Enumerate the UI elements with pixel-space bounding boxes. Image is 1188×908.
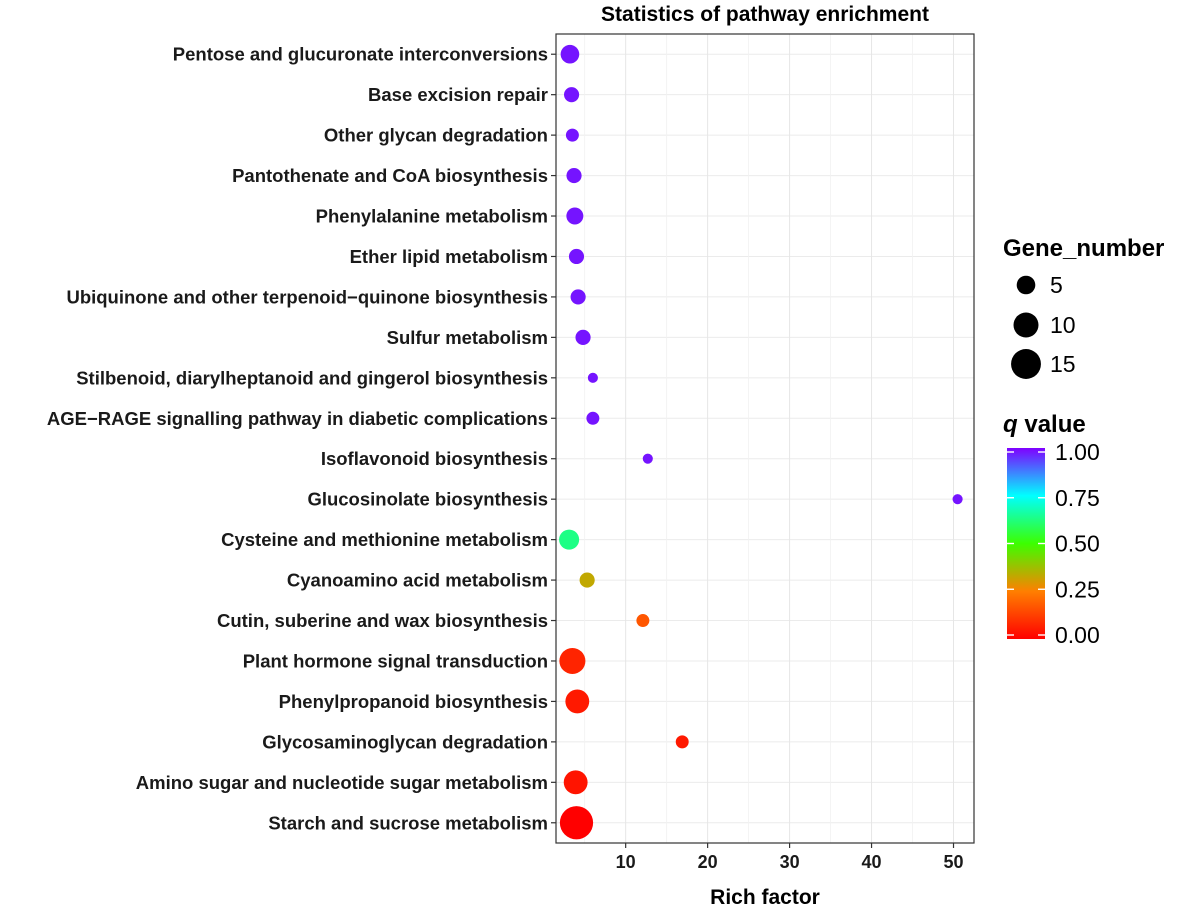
data-point: [575, 329, 591, 345]
pathway-label: Cutin, suberine and wax biosynthesis: [217, 610, 548, 631]
q-value-legend: q value 1.00 0.75 0.50 0.25 0.00: [1003, 411, 1100, 648]
q-value-legend-title-rest: value: [1018, 411, 1086, 438]
y-axis-labels: Pentose and glucuronate interconversions…: [47, 44, 548, 834]
data-point: [563, 770, 588, 795]
data-point: [675, 735, 689, 749]
data-point: [642, 453, 653, 464]
q-value-legend-title: q value: [1003, 411, 1086, 438]
x-tick-label: 10: [616, 852, 636, 872]
pathway-label: Glucosinolate biosynthesis: [307, 489, 548, 510]
pathway-label: AGE−RAGE signalling pathway in diabetic …: [47, 408, 548, 429]
q-value-legend-label: 0.25: [1055, 576, 1100, 602]
gene-number-legend-key: [1011, 349, 1041, 379]
data-point: [566, 207, 584, 225]
q-value-legend-title-q: q: [1003, 411, 1018, 438]
grid-lines: [556, 34, 974, 843]
data-point: [565, 689, 590, 714]
pathway-label: Stilbenoid, diarylheptanoid and gingerol…: [76, 367, 548, 388]
q-value-legend-label: 1.00: [1055, 439, 1100, 465]
gene-number-legend-label: 5: [1050, 272, 1063, 298]
gene-number-legend-label: 15: [1050, 351, 1076, 377]
data-point: [559, 806, 594, 840]
data-point: [565, 128, 579, 142]
data-point: [587, 372, 598, 383]
gene-number-legend-key: [1016, 275, 1036, 295]
pathway-label: Ubiquinone and other terpenoid−quinone b…: [66, 286, 548, 307]
q-value-legend-label: 0.75: [1055, 485, 1100, 511]
pathway-label: Glycosaminoglycan degradation: [262, 731, 548, 752]
pathway-label: Phenylpropanoid biosynthesis: [279, 691, 548, 712]
y-axis-ticks: [551, 53, 556, 824]
data-point: [570, 289, 586, 305]
gene-number-legend-title: Gene_number: [1003, 235, 1164, 262]
x-tick-label: 30: [780, 852, 800, 872]
plot-panel-border: [555, 33, 975, 844]
q-value-legend-label: 0.50: [1055, 531, 1100, 557]
x-axis: 10 20 30 40 50: [616, 843, 964, 872]
pathway-label: Plant hormone signal transduction: [243, 650, 548, 671]
pathway-label: Cysteine and methionine metabolism: [221, 529, 548, 550]
pathway-label: Base excision repair: [368, 84, 548, 105]
data-point: [636, 614, 650, 627]
q-value-legend-label: 0.00: [1055, 622, 1100, 648]
data-point: [566, 168, 582, 184]
data-point: [560, 44, 580, 64]
pathway-label: Starch and sucrose metabolism: [268, 812, 548, 833]
gene-number-legend-label: 10: [1050, 312, 1076, 338]
pathway-label: Phenylalanine metabolism: [316, 206, 548, 227]
pathway-label: Pantothenate and CoA biosynthesis: [232, 165, 548, 186]
chart-title: Statistics of pathway enrichment: [601, 3, 929, 26]
data-point: [579, 572, 595, 588]
pathway-label: Other glycan degradation: [324, 125, 548, 146]
gene-number-legend-key: [1013, 312, 1039, 338]
data-point: [568, 248, 585, 265]
x-tick-label: 50: [943, 852, 963, 872]
data-point: [559, 647, 586, 675]
data-point: [559, 529, 580, 550]
pathway-label: Pentose and glucuronate interconversions: [173, 44, 548, 65]
x-tick-label: 20: [698, 852, 718, 872]
pathway-label: Isoflavonoid biosynthesis: [321, 448, 548, 469]
data-points: [559, 44, 963, 840]
data-point: [952, 494, 963, 505]
x-tick-label: 40: [862, 852, 882, 872]
gene-number-legend: Gene_number 5 10 15: [1003, 235, 1164, 379]
x-axis-title: Rich factor: [710, 886, 820, 908]
pathway-label: Amino sugar and nucleotide sugar metabol…: [136, 772, 548, 793]
plot-panel: [556, 34, 974, 843]
pathway-label: Sulfur metabolism: [387, 327, 548, 348]
pathway-label: Ether lipid metabolism: [350, 246, 548, 267]
data-point: [586, 411, 600, 425]
pathway-label: Cyanoamino acid metabolism: [287, 570, 548, 591]
data-point: [564, 87, 580, 103]
